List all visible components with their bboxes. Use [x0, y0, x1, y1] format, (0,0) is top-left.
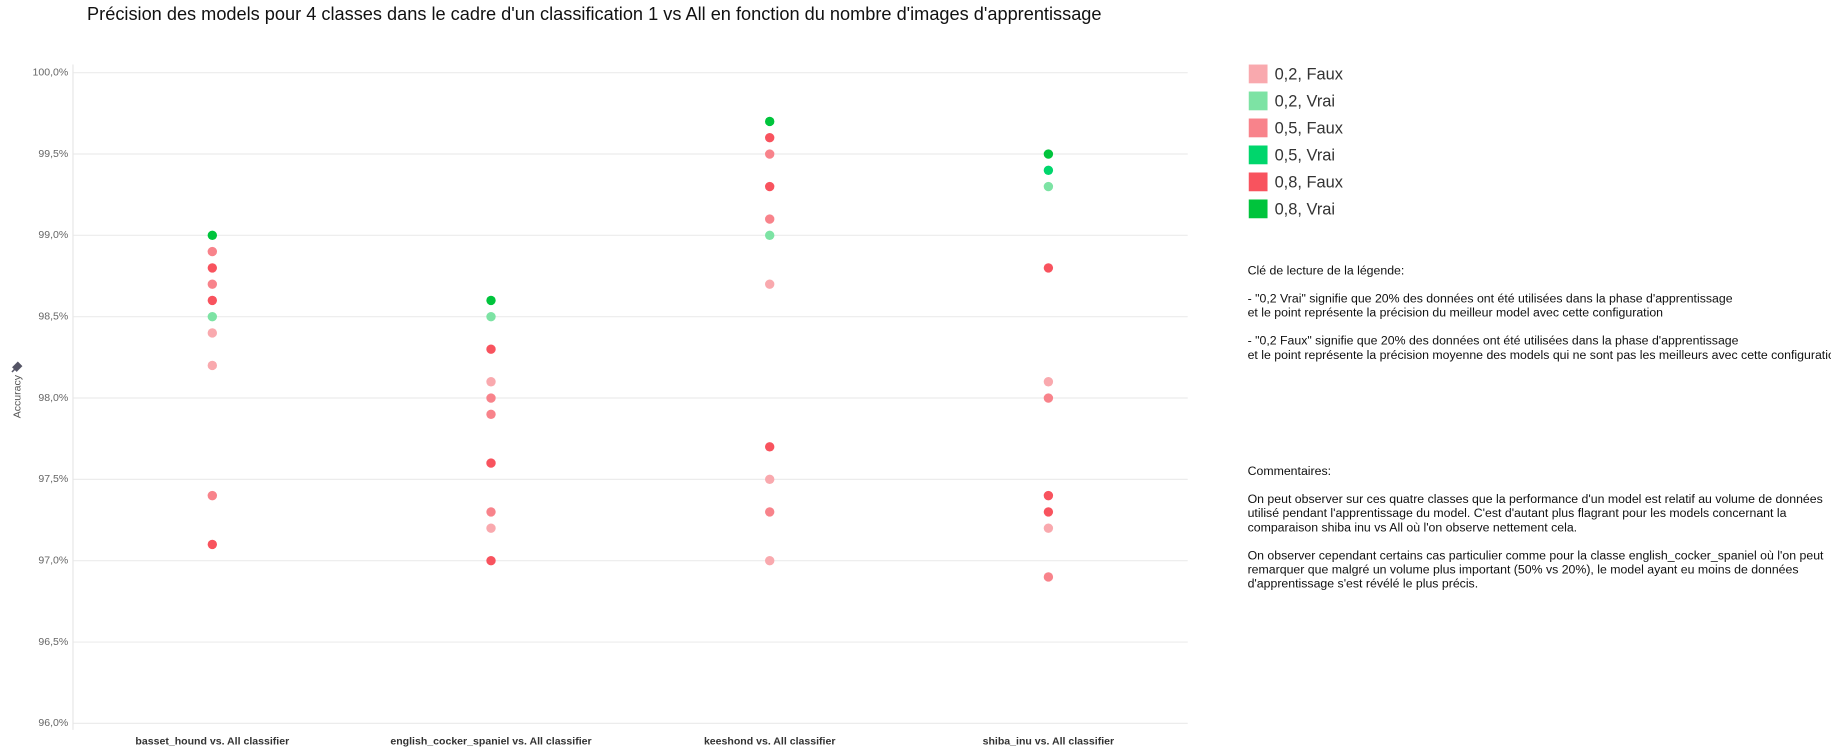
- y-tick-label: 96,5%: [38, 636, 68, 648]
- data-point: [765, 181, 775, 192]
- data-point: [207, 263, 218, 273]
- legend-swatch: [1248, 118, 1268, 138]
- note-line: - "0,2 Faux" signifie que 20% des donnée…: [1248, 334, 1739, 348]
- data-point: [1043, 572, 1054, 582]
- note-line: comparaison shiba inu vs All où l'on obs…: [1248, 520, 1578, 534]
- note-line: remarquer que malgré un volume plus impo…: [1248, 563, 1799, 577]
- legend-label: 0,2, Vrai: [1275, 92, 1336, 110]
- data-point: [207, 279, 218, 289]
- y-tick-label: 99,0%: [38, 229, 68, 241]
- x-tick-label: shiba_inu vs. All classifier: [983, 735, 1115, 747]
- legend-swatch: [1248, 91, 1268, 111]
- data-point: [1043, 165, 1054, 175]
- x-tick-label: english_cocker_spaniel vs. All classifie…: [390, 735, 591, 747]
- chart-title: Précision des models pour 4 classes dans…: [87, 4, 1101, 24]
- data-point: [765, 556, 775, 566]
- data-point: [765, 474, 775, 485]
- data-point: [207, 311, 218, 322]
- legend-label: 0,5, Faux: [1275, 119, 1344, 137]
- y-tick-label: 100,0%: [32, 66, 68, 78]
- legend-swatch: [1248, 199, 1268, 219]
- note-line: Commentaires:: [1248, 464, 1331, 478]
- data-point: [765, 442, 775, 452]
- data-point: [486, 311, 496, 322]
- data-point: [207, 328, 218, 338]
- y-tick-label: 97,0%: [38, 554, 68, 566]
- note-line: Clé de lecture de la légende:: [1248, 263, 1405, 277]
- legend-label: 0,2, Faux: [1275, 65, 1344, 83]
- data-point: [765, 230, 775, 241]
- data-point: [486, 295, 496, 306]
- data-point: [1043, 507, 1054, 517]
- data-point: [207, 295, 218, 306]
- data-point: [765, 133, 775, 143]
- data-point: [1043, 490, 1054, 501]
- data-point: [486, 523, 496, 533]
- data-point: [765, 116, 775, 127]
- data-point: [207, 246, 218, 257]
- y-tick-label: 99,5%: [38, 148, 68, 160]
- data-point: [486, 409, 496, 419]
- data-point: [207, 360, 218, 371]
- y-axis-label: Accuracy: [12, 374, 24, 418]
- note-line: utilisé pendant l'apprentissage du model…: [1248, 506, 1787, 520]
- data-point: [486, 393, 496, 403]
- data-point: [765, 214, 775, 224]
- pin-icon: [11, 361, 23, 373]
- data-point: [486, 377, 496, 387]
- note-line: d'apprentissage s'est révélé le plus pré…: [1248, 577, 1479, 591]
- data-point: [765, 279, 775, 289]
- data-point: [765, 149, 775, 159]
- data-point: [1043, 393, 1054, 403]
- legend-swatch: [1248, 172, 1268, 192]
- y-tick-label: 96,0%: [38, 717, 68, 729]
- data-point: [207, 490, 218, 501]
- y-tick-label: 97,5%: [38, 473, 68, 485]
- data-point: [486, 556, 496, 566]
- legend-swatch: [1248, 64, 1268, 84]
- x-tick-label: keeshond vs. All classifier: [704, 735, 836, 747]
- data-point: [1043, 181, 1054, 192]
- note-line: et le point représente la précision moye…: [1248, 348, 1831, 362]
- legend-label: 0,8, Vrai: [1275, 200, 1336, 218]
- data-point: [207, 230, 218, 241]
- legend-label: 0,8, Faux: [1275, 173, 1344, 191]
- note-line: On peut observer sur ces quatre classes …: [1248, 492, 1823, 506]
- legend-swatch: [1248, 145, 1268, 165]
- data-point: [1043, 149, 1054, 159]
- y-tick-label: 98,5%: [38, 310, 68, 322]
- x-tick-label: basset_hound vs. All classifier: [135, 735, 289, 747]
- note-line: et le point représente la précision du m…: [1248, 306, 1664, 320]
- data-point: [1043, 523, 1054, 533]
- legend-label: 0,5, Vrai: [1275, 146, 1336, 164]
- note-line: - "0,2 Vrai" signifie que 20% des donnée…: [1248, 291, 1733, 305]
- data-point: [1043, 263, 1054, 273]
- data-point: [1043, 377, 1054, 387]
- data-point: [765, 507, 775, 517]
- note-line: On observer cependant certains cas parti…: [1248, 548, 1824, 562]
- data-point: [486, 507, 496, 517]
- data-point: [486, 458, 496, 468]
- data-point: [486, 344, 496, 354]
- y-tick-label: 98,0%: [38, 392, 68, 404]
- data-point: [207, 539, 218, 550]
